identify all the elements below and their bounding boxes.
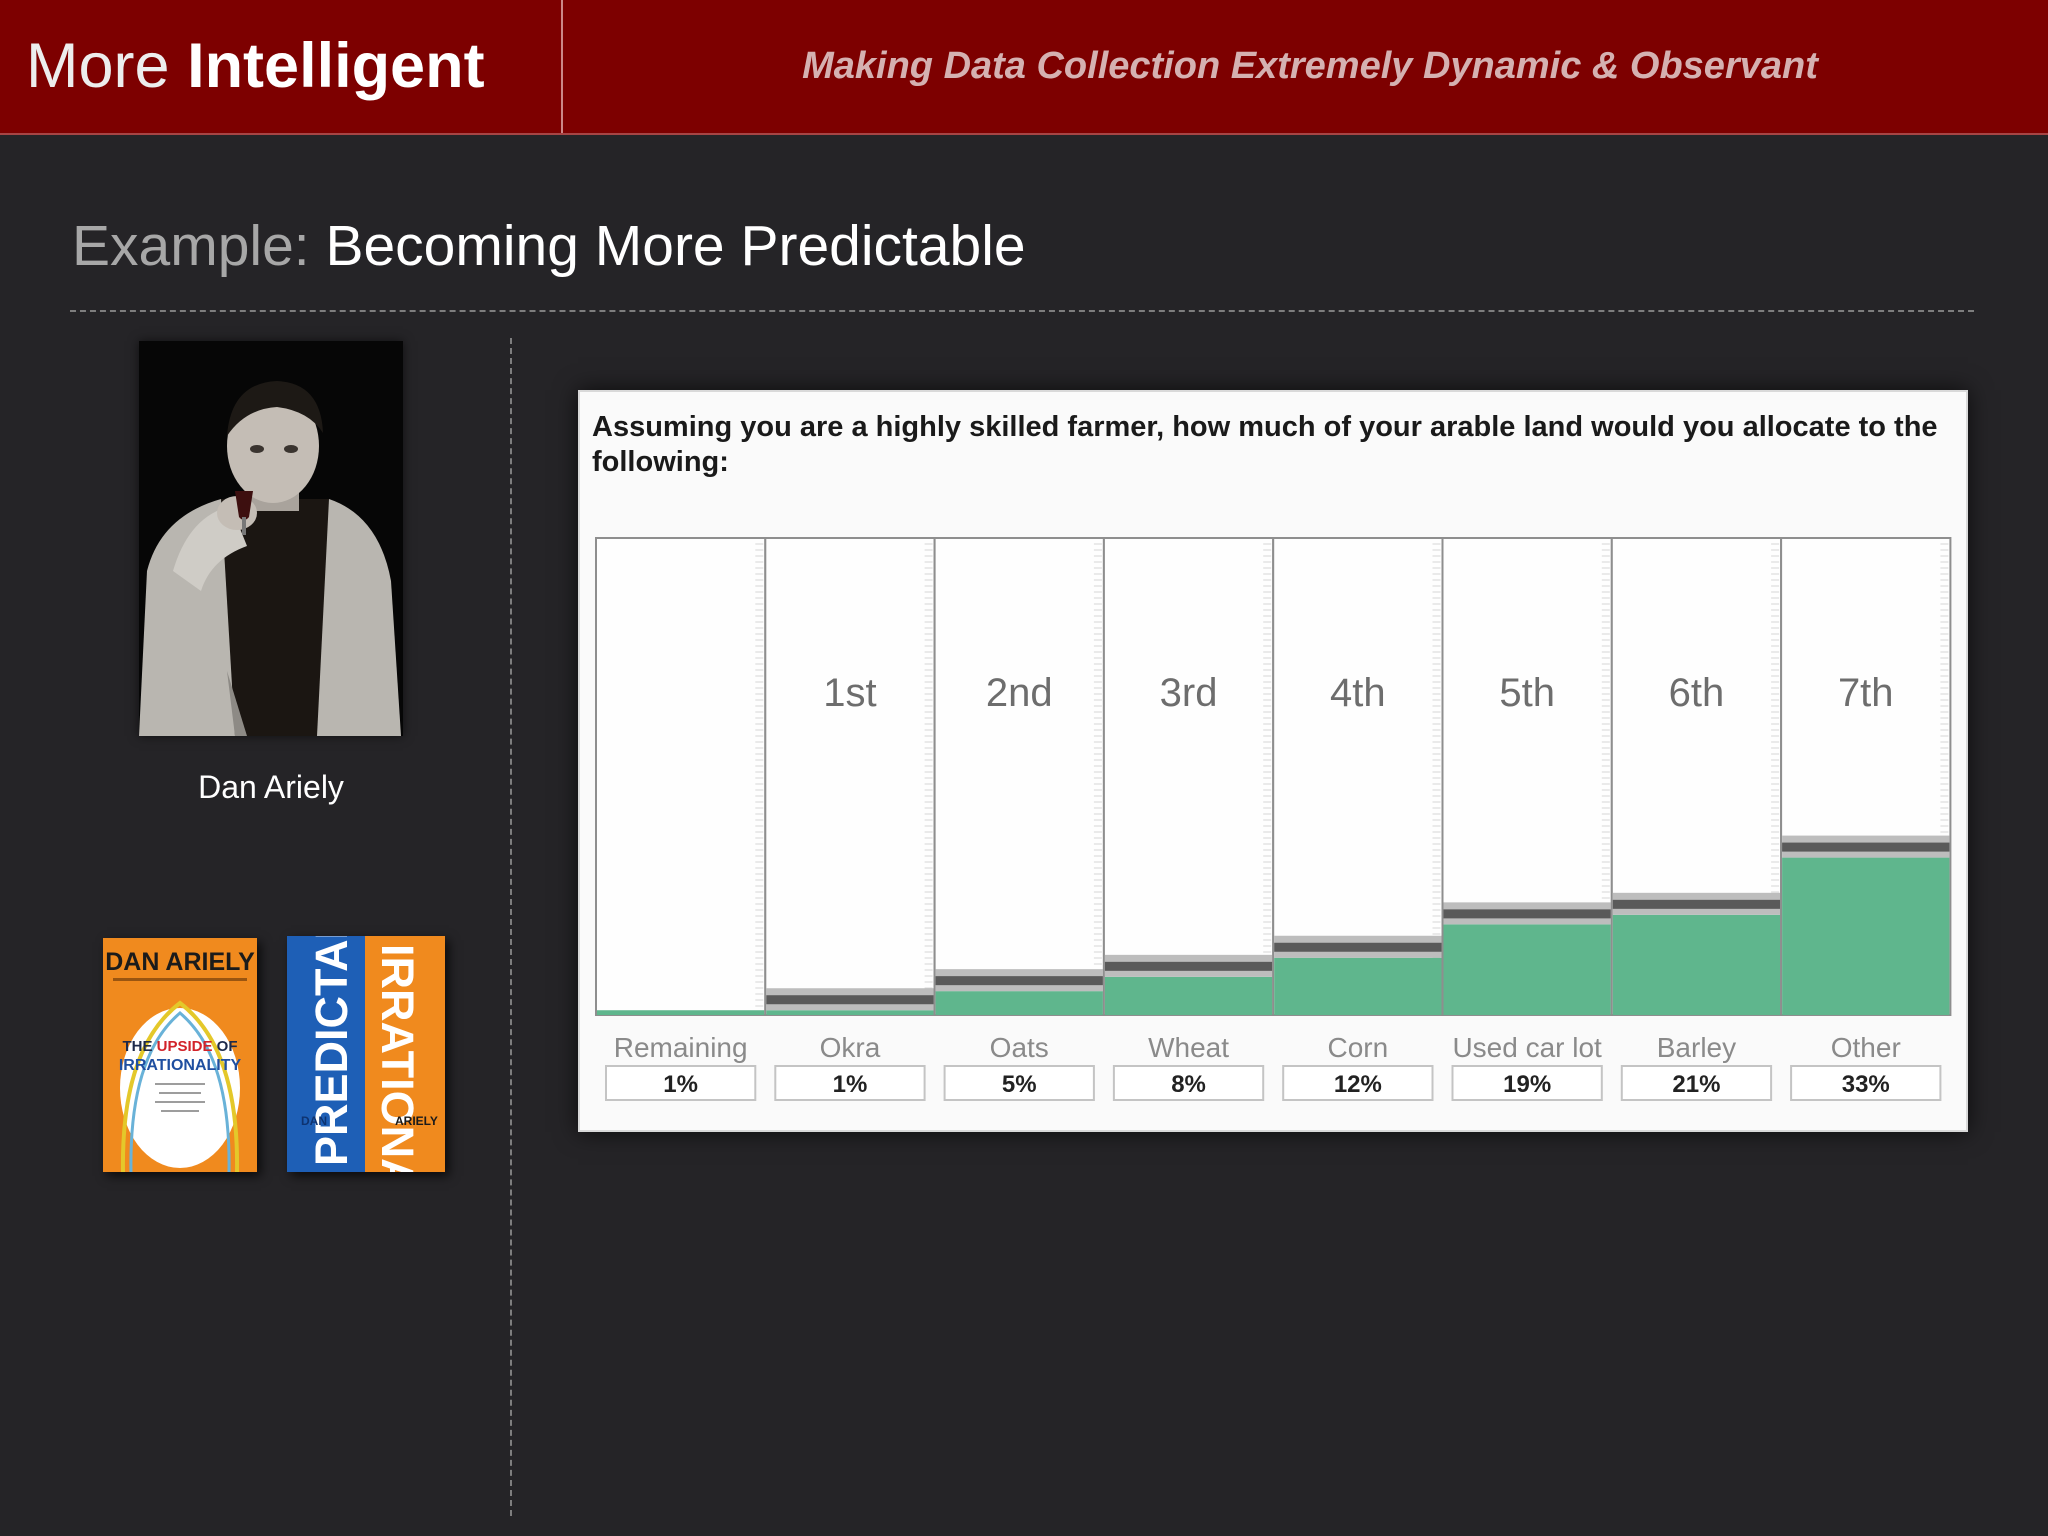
person-name: Dan Ariely	[198, 769, 344, 805]
bar-used-car-lot	[1443, 924, 1611, 1015]
header-tagline: Making Data Collection Extremely Dynamic…	[802, 45, 1818, 87]
book1-author: DAN ARIELY	[105, 948, 255, 976]
slider-handle-grip	[1782, 842, 1950, 852]
value-field-oats[interactable]	[943, 1065, 1095, 1101]
bar-corn	[1274, 957, 1442, 1015]
slide-title-main: Becoming More Predictable	[325, 214, 1026, 278]
person-illustration	[139, 341, 403, 736]
column-remaining	[595, 537, 767, 1016]
survey-question: Assuming you are a highly skilled farmer…	[592, 411, 1938, 478]
category-label-other: Other	[1831, 1032, 1901, 1063]
slider-handle-grip	[766, 995, 934, 1005]
value-label-oats: 5%	[1002, 1071, 1037, 1098]
slider-handle-grip	[1443, 909, 1611, 919]
header-bar: More Intelligent Making Data Collection …	[0, 0, 2048, 135]
category-label-barley: Barley	[1657, 1032, 1736, 1063]
brand-title: More Intelligent	[26, 30, 485, 102]
value-label-remaining: 1%	[663, 1071, 698, 1098]
value-field-remaining[interactable]	[605, 1065, 757, 1101]
rank-label-used-car-lot: 5th	[1499, 671, 1555, 715]
value-field-corn[interactable]	[1282, 1065, 1434, 1101]
bar-okra	[766, 1010, 934, 1015]
book1-title-upside: UPSIDE	[157, 1038, 213, 1055]
bar-other	[1782, 857, 1950, 1015]
header-divider	[561, 0, 563, 133]
book2-author-first: DAN	[301, 1114, 327, 1128]
slider-handle-grip	[935, 976, 1103, 986]
book1-title-line1: THE UPSIDE OF	[122, 1038, 237, 1055]
book1-title-of: OF	[217, 1038, 238, 1055]
rank-label-wheat: 3rd	[1160, 671, 1218, 715]
vertical-divider	[510, 338, 512, 1516]
value-label-wheat: 8%	[1171, 1071, 1206, 1098]
value-label-corn: 12%	[1334, 1071, 1382, 1098]
rank-label-okra: 1st	[823, 671, 876, 715]
book2-title-irrational: IRRATIONAL	[372, 944, 423, 1172]
bar-wheat	[1104, 976, 1273, 1015]
brand-light: More	[26, 31, 170, 101]
bar-remaining	[597, 1010, 765, 1015]
bar-barley	[1612, 914, 1781, 1015]
category-label-used-car-lot: Used car lot	[1452, 1032, 1602, 1063]
rank-label-other: 7th	[1838, 671, 1894, 715]
book-cover-upside-of-irrationality: DAN ARIELY THE UPSIDE OF IRRATIONALITY	[103, 938, 257, 1172]
book-cover-art: PREDICTABLY IRRATIONAL DAN ARIELY	[287, 936, 445, 1172]
book-cover-art: DAN ARIELY THE UPSIDE OF IRRATIONALITY	[103, 938, 257, 1172]
rank-label-oats: 2nd	[986, 671, 1053, 715]
slide-title: Example: Becoming More Predictable	[72, 213, 1026, 279]
value-label-okra: 1%	[833, 1071, 868, 1098]
value-label-other: 33%	[1842, 1071, 1890, 1098]
category-label-wheat: Wheat	[1148, 1032, 1229, 1063]
book1-title-the: THE	[122, 1038, 152, 1055]
column-wheat	[1102, 537, 1275, 1016]
value-field-wheat[interactable]	[1112, 1065, 1265, 1101]
category-label-remaining: Remaining	[614, 1032, 748, 1063]
brand-bold: Intelligent	[187, 31, 485, 101]
slider-handle-grip	[1104, 961, 1273, 971]
category-label-oats: Oats	[990, 1032, 1049, 1063]
book2-title-predictably: PREDICTABLY	[306, 936, 357, 1166]
category-label-corn: Corn	[1327, 1032, 1388, 1063]
rank-label-barley: 6th	[1669, 671, 1725, 715]
value-field-other[interactable]	[1790, 1065, 1942, 1101]
column-corn	[1272, 537, 1444, 1016]
book1-title-line2: IRRATIONALITY	[119, 1057, 242, 1074]
column-oats	[933, 537, 1105, 1016]
value-label-used-car-lot: 19%	[1503, 1071, 1551, 1098]
value-label-barley: 21%	[1672, 1071, 1720, 1098]
rank-label-corn: 4th	[1330, 671, 1386, 715]
book2-author-last: ARIELY	[395, 1114, 438, 1128]
value-field-used-car-lot[interactable]	[1451, 1065, 1603, 1101]
value-field-barley[interactable]	[1620, 1065, 1773, 1101]
horizontal-divider	[70, 310, 1974, 312]
bar-oats	[935, 991, 1103, 1015]
category-label-okra: Okra	[820, 1032, 881, 1063]
slider-handle-grip	[1274, 942, 1442, 952]
column-okra	[764, 537, 936, 1016]
slide-title-prefix: Example:	[72, 214, 310, 278]
book-cover-predictably-irrational: PREDICTABLY IRRATIONAL DAN ARIELY	[287, 936, 445, 1172]
portrait-photo	[139, 341, 403, 736]
value-field-okra[interactable]	[774, 1065, 926, 1101]
slider-handle-grip	[1612, 899, 1781, 909]
